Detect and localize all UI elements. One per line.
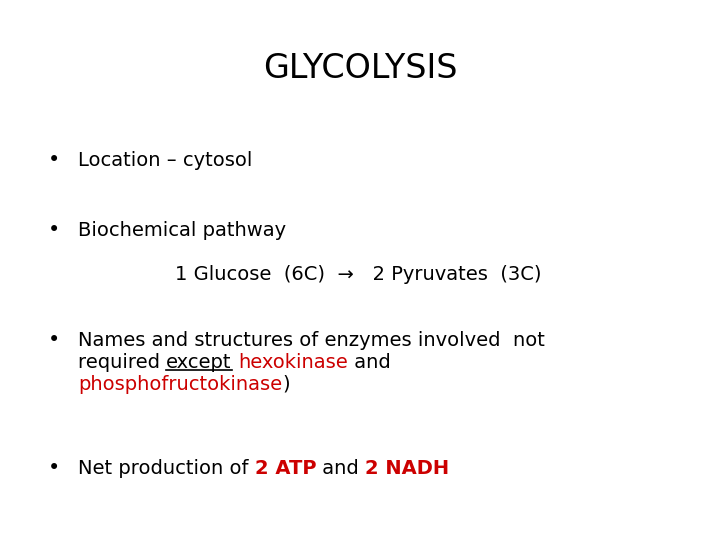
Text: Location – cytosol: Location – cytosol (78, 151, 253, 170)
Text: 2 ATP: 2 ATP (255, 458, 316, 477)
Text: required: required (78, 353, 166, 372)
Text: Biochemical pathway: Biochemical pathway (78, 220, 286, 240)
Text: 2 NADH: 2 NADH (365, 458, 449, 477)
Text: Net production of: Net production of (78, 458, 255, 477)
Text: GLYCOLYSIS: GLYCOLYSIS (263, 51, 457, 84)
Text: •: • (48, 150, 60, 170)
Text: 1 Glucose  (6C)  →   2 Pyruvates  (3C): 1 Glucose (6C) → 2 Pyruvates (3C) (175, 266, 541, 285)
Text: except: except (166, 353, 232, 372)
Text: •: • (48, 220, 60, 240)
Text: •: • (48, 330, 60, 350)
Text: and: and (348, 353, 390, 372)
Text: and: and (316, 458, 365, 477)
Text: hexokinase: hexokinase (238, 353, 348, 372)
Text: •: • (48, 458, 60, 478)
Text: phosphofructokinase: phosphofructokinase (78, 375, 282, 394)
Text: ): ) (282, 375, 289, 394)
Text: Names and structures of enzymes involved  not: Names and structures of enzymes involved… (78, 330, 545, 349)
